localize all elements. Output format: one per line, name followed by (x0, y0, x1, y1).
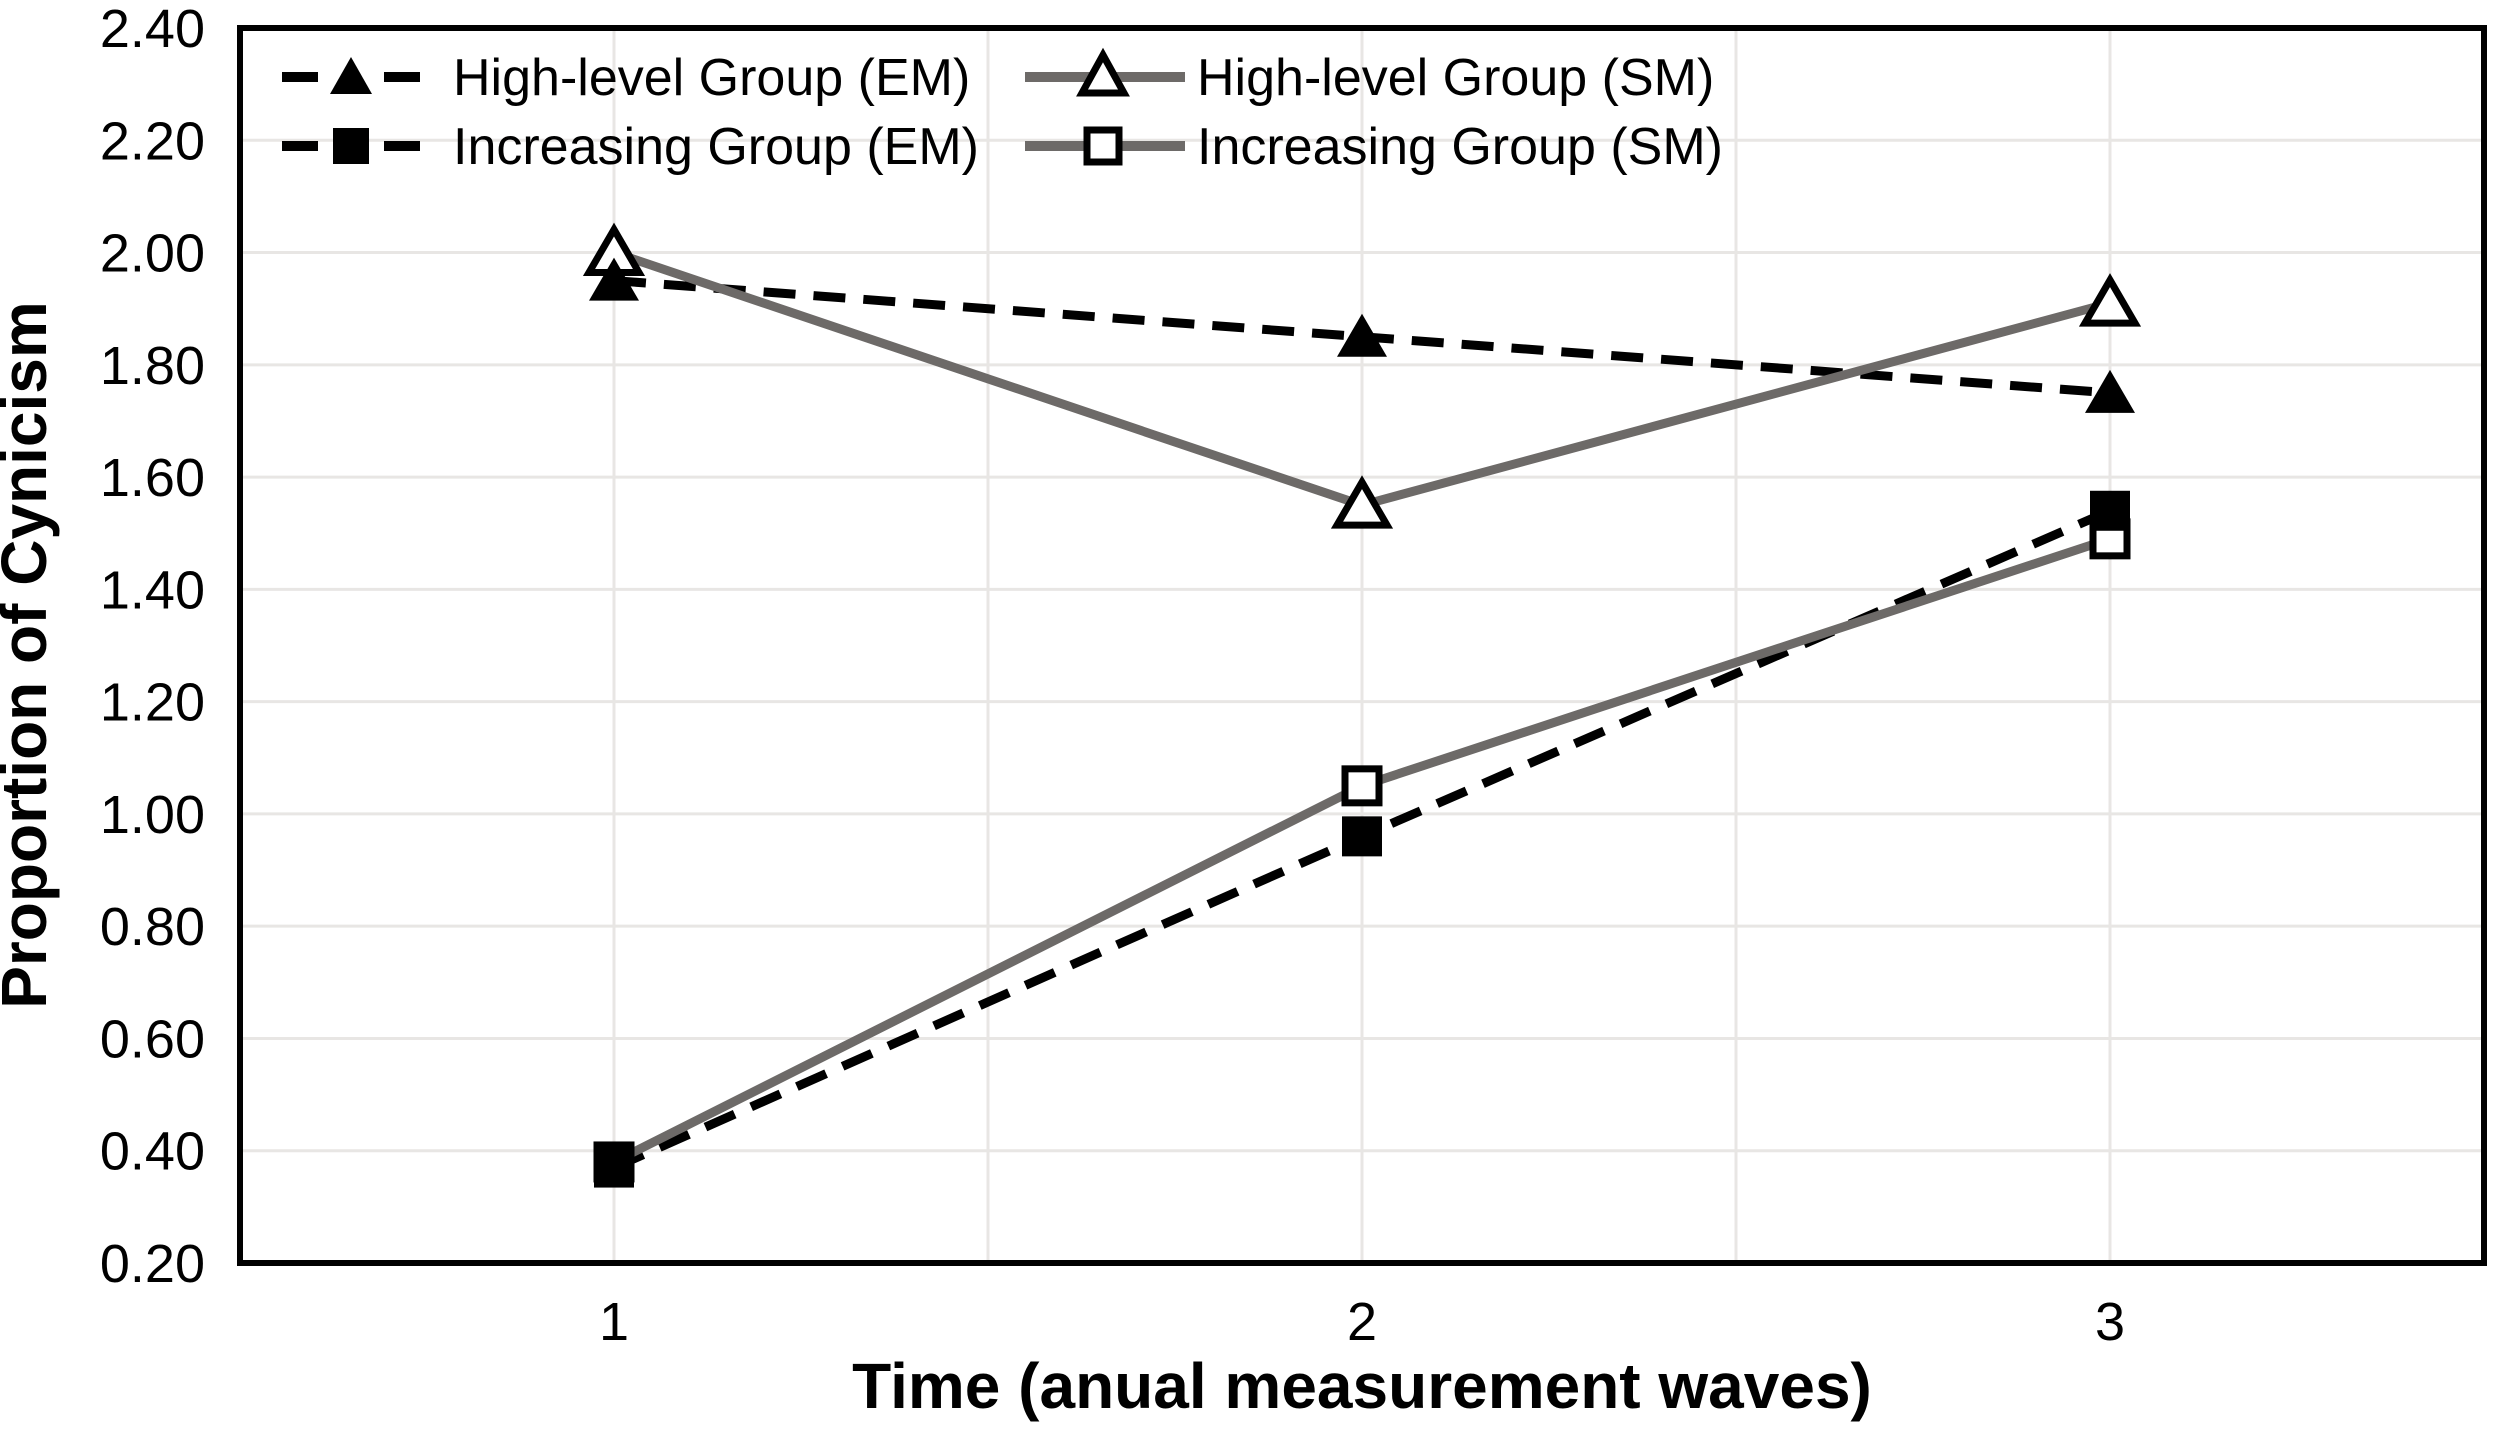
filled-square-marker-1-1 (1342, 816, 1382, 857)
y-tick-label: 0.40 (100, 1122, 205, 1182)
x-tick-label: 3 (2095, 1292, 2125, 1352)
filled-triangle-marker-0-1 (1337, 313, 1387, 357)
legend-label: High-level Group (SM) (1197, 49, 1714, 107)
filled-triangle-marker-0-2 (2085, 369, 2135, 413)
legend-item-increasing-sm: Increasing Group (SM) (1025, 118, 1723, 176)
y-tick-label: 1.00 (100, 785, 205, 845)
filled-triangle-marker-0-0 (589, 257, 639, 301)
x-axis-title: Time (anual measurement waves) (852, 1350, 1872, 1422)
x-tick-label: 1 (599, 1292, 629, 1352)
x-axis-tick-labels: 1 2 3 (599, 1292, 2125, 1352)
plot-area-border (237, 25, 2487, 1266)
y-tick-label: 0.80 (100, 897, 205, 957)
open-square-marker-icon (1083, 126, 1123, 166)
y-tick-label: 2.00 (100, 224, 205, 284)
filled-square-marker-1-0 (594, 1147, 634, 1188)
legend-label: Increasing Group (SM) (1197, 118, 1723, 176)
filled-triangle-marker-icon (330, 57, 372, 94)
filled-square-marker-icon (333, 128, 369, 164)
y-axis-tick-labels: 0.20 0.40 0.60 0.80 1.00 1.20 1.40 1.60 1.80 2.00… (100, 0, 205, 1294)
y-tick-label: 1.80 (100, 336, 205, 396)
gridlines (240, 28, 2484, 1263)
x-tick-label: 2 (1347, 1292, 1377, 1352)
y-tick-label: 1.40 (100, 560, 205, 620)
legend-label: Increasing Group (EM) (453, 118, 979, 176)
legend: High-level Group (EM) Increasing Group (… (282, 47, 1723, 176)
legend-item-increasing-em: Increasing Group (EM) (282, 118, 979, 176)
series-markers (582, 222, 2142, 1188)
filled-square-marker-1-2 (2090, 490, 2130, 531)
y-tick-label: 1.20 (100, 673, 205, 733)
y-tick-label: 2.40 (100, 0, 205, 59)
y-tick-label: 0.20 (100, 1234, 205, 1294)
y-tick-label: 1.60 (100, 448, 205, 508)
open-triangle-marker-2-2 (2078, 273, 2142, 327)
open-square-marker-3-1 (1341, 765, 1383, 807)
open-triangle-marker-2-1 (1330, 475, 1394, 529)
y-tick-label: 0.60 (100, 1009, 205, 1069)
y-tick-label: 2.20 (100, 111, 205, 171)
legend-item-high-level-em: High-level Group (EM) (282, 49, 970, 107)
open-triangle-marker-icon (1076, 47, 1130, 97)
legend-label: High-level Group (EM) (453, 49, 970, 107)
legend-item-high-level-sm: High-level Group (SM) (1025, 47, 1714, 107)
y-axis-title: Proportion of Cynicism (0, 301, 60, 1009)
